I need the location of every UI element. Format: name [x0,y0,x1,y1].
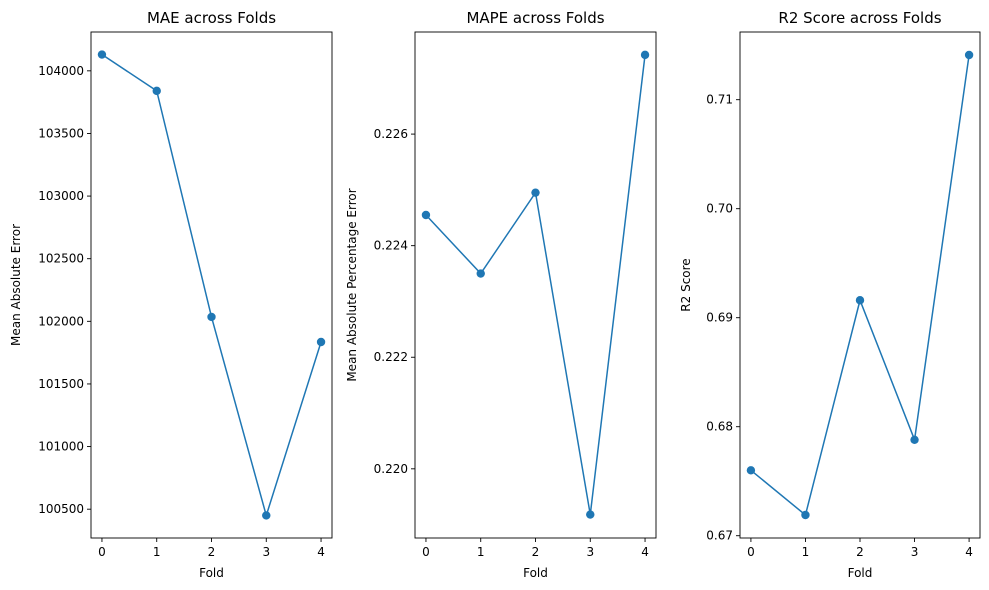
mape-ytick-label: 0.222 [374,350,408,364]
mape-title: MAPE across Folds [466,9,604,27]
mape-ytick-label: 0.226 [374,127,408,141]
mae-ytick-label: 101500 [38,377,84,391]
mape-xtick-label: 3 [586,545,594,559]
r2-title: R2 Score across Folds [778,9,941,27]
mape-xtick-label: 4 [641,545,649,559]
mae-ytick-label: 103500 [38,126,84,140]
mape-panel: 0 1 2 3 4 0.220 0.222 0.224 0.226 MAPE across Fol… [345,9,657,580]
r2-xtick-label: 2 [856,545,864,559]
r2-xtick-label: 1 [802,545,810,559]
mae-xtick-label: 0 [98,545,106,559]
mae-xlabel: Fold [199,566,224,580]
mape-xlabel: Fold [523,566,548,580]
r2-ytick-label: 0.68 [706,420,733,434]
mae-point-1 [152,86,161,96]
r2-ytick-label: 0.69 [706,311,733,325]
r2-ytick-label: 0.70 [706,202,733,216]
r2-xtick-label: 0 [747,545,755,559]
mae-point-3 [262,511,271,520]
mape-point-1 [476,269,485,278]
mape-point-2 [531,188,540,197]
r2-xtick-label: 4 [965,545,973,559]
mape-xtick-label: 0 [422,545,430,559]
mape-point-0 [421,210,431,220]
r2-point-2 [855,296,865,305]
mae-ytick-label: 104000 [38,64,84,78]
mae-ytick-label: 101000 [38,440,84,454]
mae-point-2 [207,312,216,322]
mae-ytick-label: 102000 [38,314,84,328]
r2-point-1 [801,510,810,520]
r2-xlabel: Fold [848,566,873,580]
mae-xtick-label: 2 [208,545,216,559]
r2-ylabel: R2 Score [679,258,693,311]
r2-xtick-label: 3 [911,545,919,559]
mape-ylabel: Mean Absolute Percentage Error [345,188,359,381]
mae-xtick-label: 1 [153,545,161,559]
mae-title: MAE across Folds [147,9,276,27]
mae-xtick-label: 3 [262,545,270,559]
mae-ytick-label: 102500 [38,252,84,266]
r2-point-4 [964,50,974,60]
r2-ytick-label: 0.71 [706,93,733,107]
mae-ytick-label: 103000 [38,189,84,203]
r2-panel: 0 1 2 3 4 0.67 0.68 0.69 0.70 0.71 R2 Score across… [679,9,981,580]
r2-point-0 [746,466,756,475]
mape-point-3 [586,510,595,519]
mae-ylabel: Mean Absolute Error [9,224,23,346]
mape-xtick-label: 1 [477,545,485,559]
mae-point-4 [316,337,326,347]
mape-xtick-label: 2 [532,545,540,559]
mape-point-4 [640,50,650,60]
mae-ytick-label: 100500 [38,502,84,516]
mape-ytick-label: 0.224 [374,239,408,253]
r2-ytick-label: 0.67 [706,529,733,543]
mae-xtick-label: 4 [317,545,325,559]
r2-point-3 [910,435,919,444]
mape-ytick-label: 0.220 [374,462,408,476]
mae-point-0 [97,50,107,59]
mae-panel: 0 1 2 3 4 100500 101000 101500 102000 102500 10300… [9,9,333,580]
